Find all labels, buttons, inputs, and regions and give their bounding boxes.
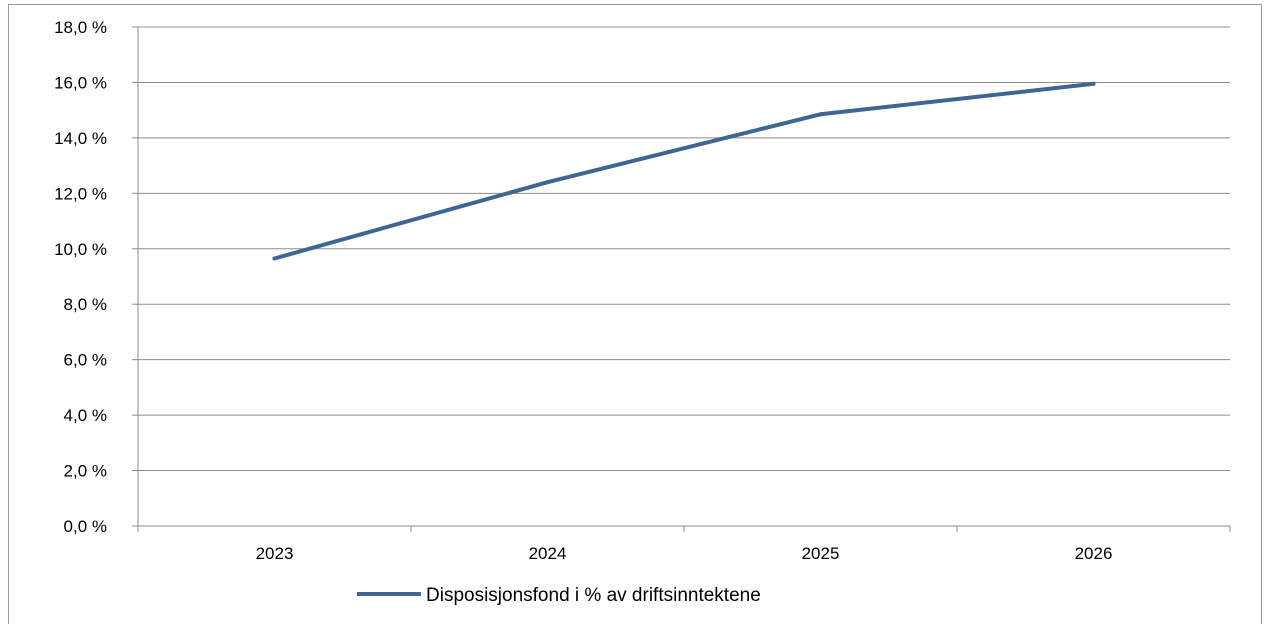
y-tick-label: 10,0 % [54,240,107,259]
gridlines [138,26,1230,472]
x-tick-label: 2023 [256,544,294,563]
y-axis-labels: 0,0 % 2,0 % 4,0 % 6,0 % 8,0 % 10,0 % 12,0 % 14,… [54,18,107,536]
axes [132,26,1231,532]
y-tick-label: 8,0 % [64,295,107,314]
y-tick-label: 18,0 % [54,18,107,37]
y-tick-label: 12,0 % [54,184,107,203]
y-tick-label: 16,0 % [54,73,107,92]
x-axis-labels: 2023 2024 2025 2026 [256,544,1113,563]
legend: Disposisjonsfond i % av driftsinntektene [357,585,761,606]
chart-frame [8,4,1262,624]
series-group [272,81,1096,261]
y-tick-label: 6,0 % [64,351,107,370]
data-point [545,180,550,185]
x-tick-label: 2024 [529,544,567,563]
x-tick-label: 2025 [802,544,840,563]
data-point [818,112,823,117]
y-tick-label: 4,0 % [64,406,107,425]
y-tick-label: 14,0 % [54,129,107,148]
series-line [272,81,1096,261]
data-point [272,256,277,261]
x-tick-label: 2026 [1075,544,1113,563]
data-point [1091,81,1096,86]
legend-label: Disposisjonsfond i % av driftsinntektene [426,585,761,606]
y-tick-label: 2,0 % [64,462,107,481]
y-tick-label: 0,0 % [64,517,107,536]
